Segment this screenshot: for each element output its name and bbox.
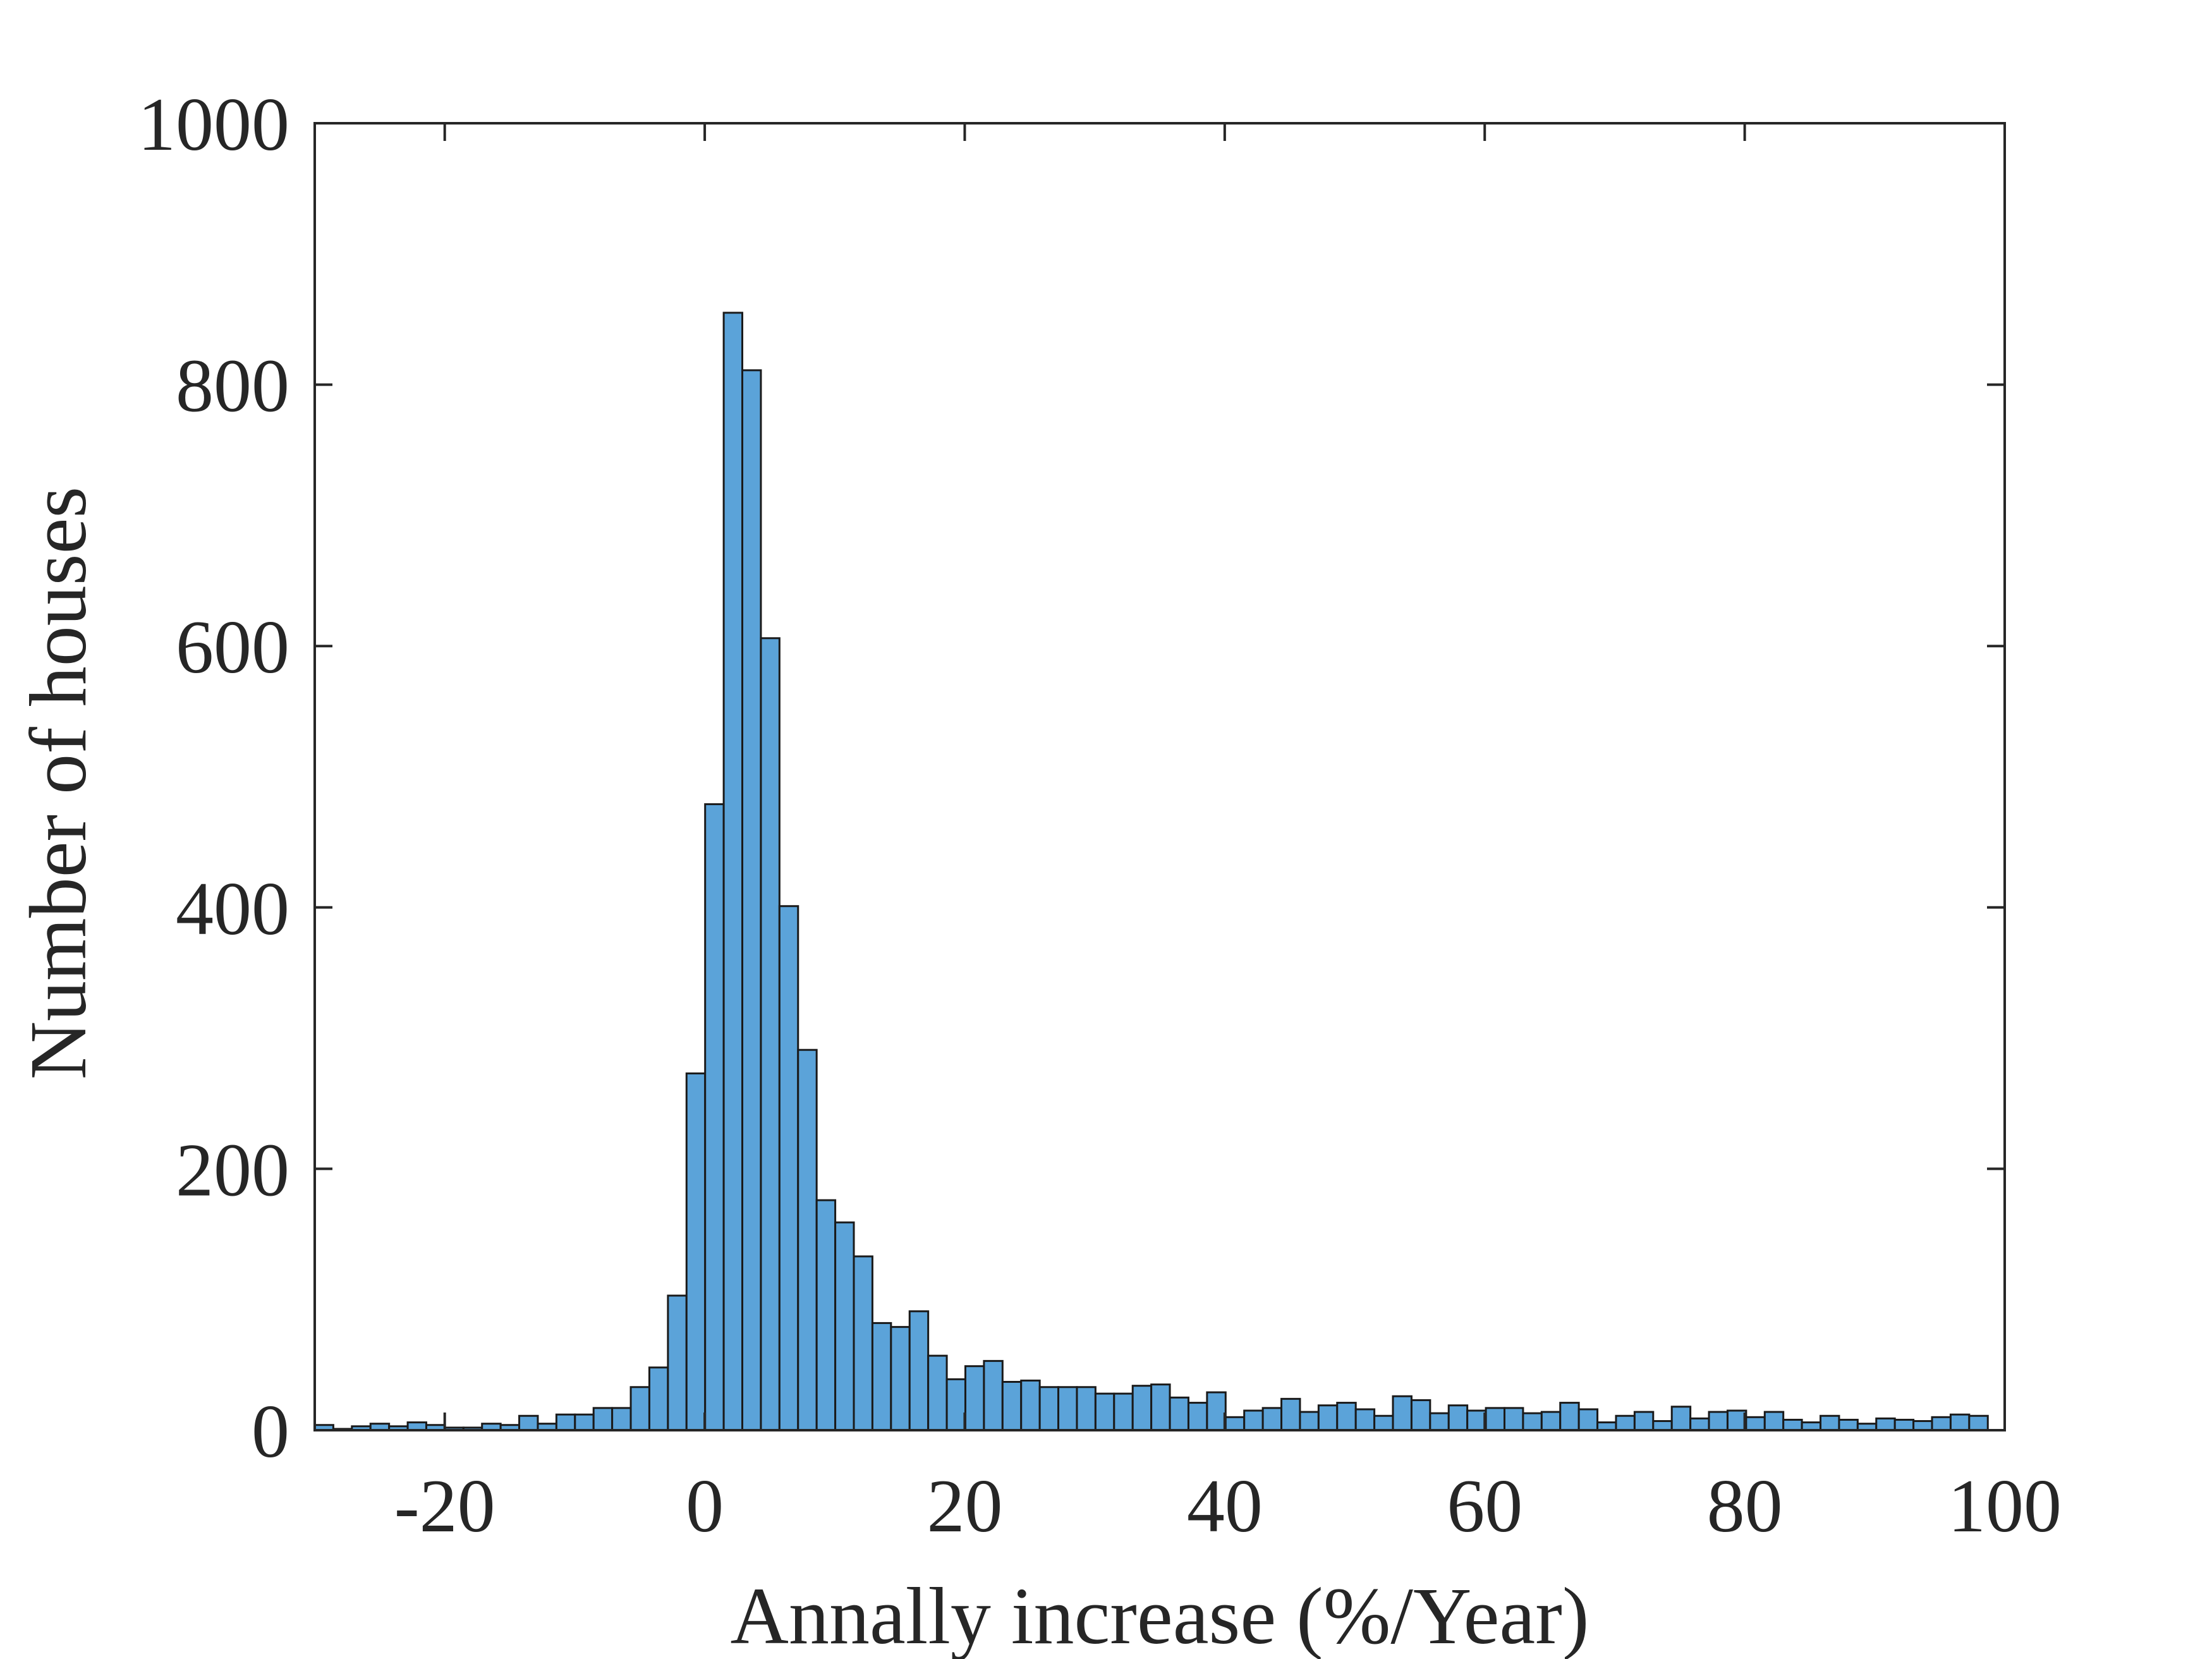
histogram-bar <box>1466 1409 1487 1431</box>
histogram-bar <box>1820 1414 1840 1431</box>
histogram-bar <box>1113 1392 1134 1431</box>
x-tick-labels: -20 0 20 40 60 80 100 <box>394 1464 2062 1548</box>
histogram-bar <box>1540 1411 1562 1431</box>
x-tick-label: 80 <box>1707 1464 1783 1548</box>
histogram-bar <box>853 1255 873 1431</box>
histogram-bar <box>685 1072 707 1431</box>
histogram-bar <box>1447 1404 1469 1431</box>
histogram-bar <box>1652 1420 1673 1431</box>
histogram-bar <box>1187 1402 1208 1431</box>
histogram-bar <box>1373 1414 1394 1431</box>
histogram-bar <box>1131 1385 1153 1431</box>
histogram-bar <box>704 803 725 1431</box>
y-tick-label: 600 <box>176 605 289 689</box>
axis-ticks <box>315 122 2006 1431</box>
histogram-bar <box>722 312 744 1431</box>
histogram-bar <box>1893 1418 1915 1431</box>
histogram-bar <box>1169 1396 1189 1431</box>
histogram-bar <box>741 369 762 1431</box>
histogram-bar <box>983 1359 1004 1431</box>
histogram-bar <box>1410 1399 1431 1431</box>
histogram-bar <box>611 1407 632 1431</box>
y-tick-label: 0 <box>252 1389 289 1473</box>
histogram-bar <box>964 1365 985 1431</box>
histogram-bar <box>592 1407 614 1431</box>
histogram-bar <box>1224 1416 1246 1431</box>
x-tick-label: 40 <box>1187 1464 1263 1548</box>
histogram-bar <box>1745 1416 1766 1431</box>
histogram-bar <box>1503 1407 1524 1431</box>
histogram-bar <box>1726 1409 1747 1431</box>
x-tick-label: 100 <box>1948 1464 2062 1548</box>
histogram-bar <box>1392 1395 1413 1431</box>
histogram-bar <box>1559 1402 1580 1431</box>
histogram-bar <box>1354 1408 1376 1431</box>
histogram-bar <box>1485 1407 1505 1431</box>
histogram-bar <box>927 1354 948 1431</box>
y-tick-label: 200 <box>176 1127 289 1212</box>
histogram-bar <box>574 1413 595 1431</box>
y-tick-label: 800 <box>176 344 289 428</box>
histogram-bar <box>1577 1408 1599 1431</box>
x-axis-label: Annally increase (%/Year) <box>731 1571 1589 1659</box>
x-tick-label: 20 <box>927 1464 1002 1548</box>
y-axis-label: Number of houses <box>13 487 103 1080</box>
histogram-bar <box>1243 1409 1264 1431</box>
histogram-bar <box>1299 1411 1320 1431</box>
y-tick-label: 1000 <box>138 82 289 166</box>
histogram-bar <box>1429 1412 1450 1431</box>
histogram-bar <box>1763 1411 1785 1431</box>
histogram-bar <box>648 1366 669 1431</box>
histogram-bar <box>1670 1406 1692 1431</box>
histogram-bar <box>1782 1418 1803 1431</box>
histogram-bar <box>815 1199 837 1431</box>
histogram-bar <box>1875 1417 1896 1431</box>
x-tick-label: 60 <box>1447 1464 1522 1548</box>
histogram-bar <box>1522 1412 1543 1431</box>
plot-area-frame <box>313 122 2006 1431</box>
histogram-bar <box>1057 1386 1078 1431</box>
histogram-bar <box>1076 1386 1097 1431</box>
histogram-bar <box>760 637 781 1431</box>
histogram-bar <box>1689 1417 1710 1431</box>
histogram-bar <box>1912 1420 1933 1431</box>
histogram-bar <box>908 1310 930 1431</box>
histogram-bar <box>871 1322 892 1431</box>
histogram-bar <box>890 1326 911 1431</box>
histogram-bar <box>1633 1411 1655 1431</box>
x-tick-label: -20 <box>394 1464 495 1548</box>
histogram-bar <box>945 1378 966 1431</box>
histogram-bar <box>1317 1404 1339 1431</box>
histogram-bar <box>1150 1383 1171 1431</box>
histogram-bar <box>1838 1418 1859 1431</box>
histogram-bar <box>629 1386 650 1431</box>
y-tick-labels: 0 200 400 600 800 1000 <box>138 82 289 1473</box>
histogram-bar <box>797 1048 818 1431</box>
histogram-bar <box>1708 1411 1729 1431</box>
histogram-bars <box>313 312 1989 1431</box>
y-tick-label: 400 <box>176 866 289 951</box>
histogram-bar <box>1968 1414 1989 1431</box>
histogram-bar <box>1001 1380 1023 1431</box>
histogram-bar <box>518 1414 539 1431</box>
histogram-bar <box>1280 1397 1301 1431</box>
histogram-bar <box>1615 1414 1636 1431</box>
histogram-bar <box>778 905 799 1431</box>
histogram-bar <box>555 1413 576 1431</box>
histogram-bar <box>1094 1392 1115 1431</box>
histogram-bar <box>1038 1386 1060 1431</box>
histogram-bar <box>1931 1416 1952 1431</box>
histogram-bar <box>1020 1379 1041 1431</box>
x-tick-label: 0 <box>686 1464 724 1548</box>
histogram-bar <box>1206 1391 1227 1431</box>
histogram-bar <box>667 1294 688 1431</box>
histogram-bar <box>1261 1407 1283 1431</box>
histogram-bar <box>834 1221 855 1431</box>
histogram-bar <box>1336 1402 1357 1431</box>
histogram-bar <box>1949 1413 1971 1431</box>
